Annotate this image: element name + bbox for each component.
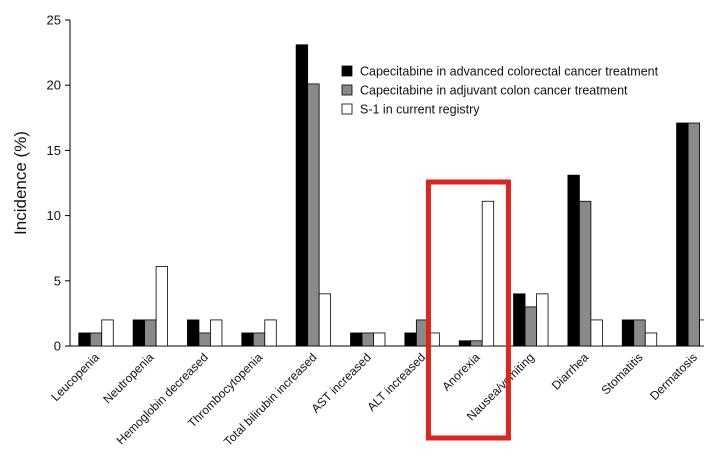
bar: [361, 332, 374, 347]
bars: [78, 44, 704, 347]
y-axis-label: Incidence (%): [11, 131, 30, 235]
bar: [524, 306, 537, 347]
x-tick-label: Hemoglobin decreased: [114, 350, 211, 447]
bar: [633, 319, 646, 347]
bar: [373, 332, 386, 347]
bar: [241, 332, 254, 347]
x-tick-label: Stomatitis: [598, 350, 645, 397]
bar: [318, 293, 332, 347]
legend-swatch: [341, 84, 353, 96]
x-tick-label: Neutropenia: [100, 350, 156, 406]
bar: [590, 319, 603, 347]
legend-label: Capecitabine in adjuvant colon cancer tr…: [360, 84, 628, 98]
x-tick-label: ALT increased: [364, 350, 428, 414]
bar: [295, 44, 309, 347]
axes: 0 5 10 15 20 25 Incidence (%): [11, 13, 704, 354]
bar: [699, 319, 704, 347]
bar: [210, 319, 223, 347]
bar: [155, 266, 169, 347]
y-tick-label: 15: [47, 143, 61, 158]
bar: [458, 340, 472, 347]
x-tick-label: Anorexia: [439, 350, 483, 394]
bar: [89, 332, 103, 347]
bar: [198, 332, 211, 347]
x-tick-label: Total bilirubin increased: [221, 350, 320, 449]
bar: [470, 340, 483, 347]
legend-swatch: [341, 65, 353, 77]
legend-label: S-1 in current registry: [360, 103, 480, 117]
bar: [307, 83, 320, 347]
legend-swatch: [341, 103, 353, 115]
bar: [621, 319, 635, 347]
legend-label: Capecitabine in advanced colorectal canc…: [360, 65, 659, 79]
bar: [567, 174, 580, 347]
bar: [513, 293, 526, 347]
bar: [676, 122, 689, 347]
bar: [144, 319, 157, 347]
x-tick-label: Diarrhea: [549, 350, 592, 393]
x-tick-label: Leucopenia: [48, 350, 102, 404]
y-tick-label: 0: [54, 339, 61, 354]
bar: [536, 293, 549, 347]
x-tick-label: Dermatosis: [647, 350, 700, 403]
bar: [644, 332, 658, 347]
highlight-box: [425, 179, 511, 441]
bar: [252, 332, 266, 347]
y-tick-label: 25: [47, 13, 61, 28]
bar: [187, 319, 200, 347]
bar: [264, 319, 277, 347]
y-tick-label: 20: [47, 78, 61, 93]
highlight-layer: [425, 179, 511, 441]
bar: [579, 200, 592, 347]
bar: [404, 332, 417, 347]
bar: [687, 122, 700, 347]
bar: [132, 319, 146, 347]
bar: [481, 200, 495, 347]
bar: [78, 332, 91, 347]
bar: [101, 319, 114, 347]
bar: [350, 332, 363, 347]
y-tick-label: 5: [54, 273, 61, 288]
y-tick-label: 10: [47, 208, 61, 223]
legend: Capecitabine in advanced colorectal canc…: [341, 65, 659, 117]
